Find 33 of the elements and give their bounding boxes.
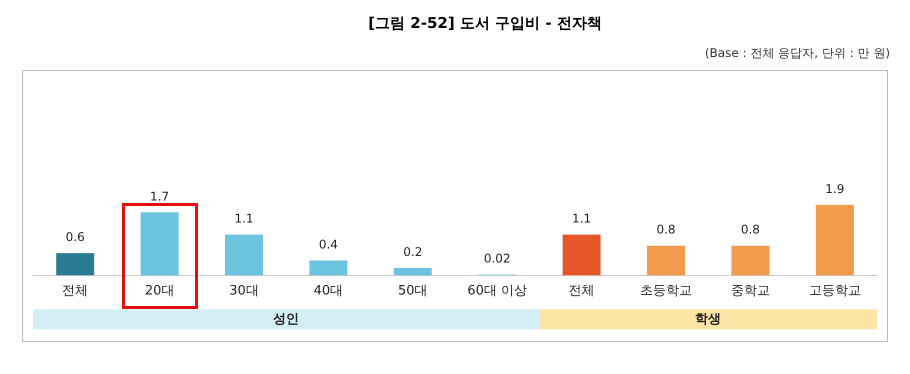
data-label: 0.2 <box>403 244 422 259</box>
bar <box>731 246 770 276</box>
data-label: 1.7 <box>150 189 170 204</box>
chart-subtitle: (Base : 전체 응답자, 단위 : 만 원) <box>704 45 890 62</box>
bar <box>394 268 432 276</box>
data-label: 1.1 <box>234 212 254 226</box>
data-label: 1.1 <box>572 212 592 226</box>
x-tick-label: 전체 <box>568 284 595 299</box>
x-tick-label: 초등학교 <box>640 284 692 299</box>
x-tick-label: 전체 <box>62 284 88 299</box>
bar <box>647 246 685 276</box>
data-label: 0.02 <box>484 252 511 266</box>
data-label: 0.8 <box>740 222 760 237</box>
bar <box>562 234 601 276</box>
x-tick-label: 40대 <box>314 284 344 299</box>
data-label: 0.8 <box>656 222 676 237</box>
bar <box>816 204 854 276</box>
text: 학생 <box>695 312 722 327</box>
bar <box>309 260 348 276</box>
data-label: 0.4 <box>318 238 338 252</box>
x-tick-label: 60대 이상 <box>467 284 528 299</box>
data-label: 1.9 <box>825 182 844 196</box>
text: 성인 <box>273 312 300 327</box>
bar <box>56 253 94 276</box>
x-tick-label: 고등학교 <box>808 284 861 299</box>
bar <box>225 234 263 276</box>
x-tick-label: 20대 <box>144 284 174 299</box>
x-tick-label: 50대 <box>398 284 428 299</box>
x-tick-label: 중학교 <box>730 284 770 299</box>
bar <box>140 212 179 276</box>
x-tick-label: 30대 <box>229 284 259 299</box>
chart-title: [그림 2-52] 도서 구입비 - 전자책 <box>367 14 603 33</box>
data-label: 0.6 <box>66 230 85 244</box>
